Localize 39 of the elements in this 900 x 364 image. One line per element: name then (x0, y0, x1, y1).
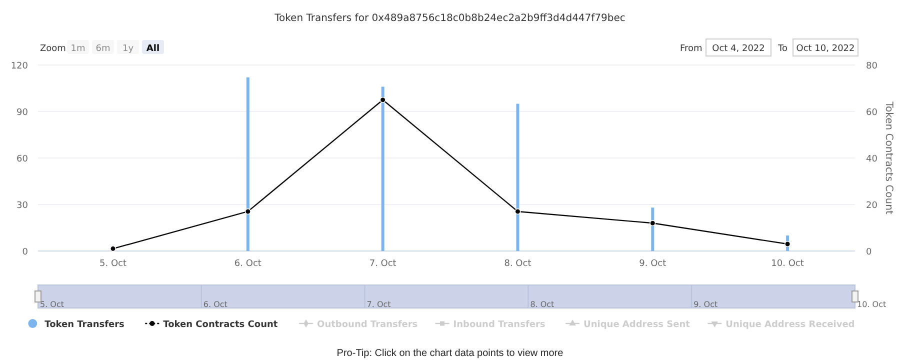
x-tick-label: 10. Oct (771, 259, 804, 269)
legend-label: Token Transfers (44, 320, 124, 330)
zoom-button: 6m (92, 40, 114, 54)
point (784, 240, 791, 248)
x-tick-label: 9. Oct (639, 259, 667, 269)
text: Pro-Tip: Click on the chart data points to view more (336, 348, 564, 359)
bar (516, 104, 520, 251)
date-field: Oct 10, 2022 (792, 38, 858, 56)
point (514, 208, 521, 215)
y2-tick-label: 40 (866, 154, 878, 164)
y-tick-label: 90 (16, 108, 28, 118)
x-tick-label: 6. Oct (234, 259, 262, 269)
text: To (777, 44, 788, 54)
bar (381, 86, 384, 251)
zoom-button: 1m (67, 40, 89, 54)
legend-label: Token Contracts Count (163, 320, 278, 330)
chart-title: Token Transfers for 0x489a8756c18c0b8b24ec2a2b9ff3d4d447f79bec (274, 13, 626, 24)
point (380, 96, 386, 103)
x-tick-label: 8. Oct (504, 259, 532, 269)
x-tick-label: 7. Oct (369, 259, 397, 269)
zoom-button: 1y (117, 40, 139, 54)
y-tick-label: 60 (16, 154, 28, 164)
y-tick-label: 120 (10, 62, 28, 72)
text: From (680, 44, 702, 54)
y2-axis-title: Token Contracts Count (883, 100, 894, 214)
text: Zoom (40, 44, 66, 54)
bar (246, 77, 250, 251)
y-tick-label: 30 (16, 201, 28, 211)
date-field: Oct 4, 2022 (706, 38, 772, 56)
y2-tick-label: 20 (866, 201, 878, 211)
x-tick-label: 5. Oct (100, 259, 127, 269)
y-tick-label: 0 (22, 248, 28, 258)
point (110, 246, 116, 252)
zoom-button: All (142, 40, 164, 54)
y2-tick-label: 80 (866, 62, 878, 72)
y2-tick-label: 60 (866, 108, 878, 118)
point (244, 208, 251, 215)
y2-tick-label: 0 (866, 248, 872, 258)
point (650, 220, 656, 226)
